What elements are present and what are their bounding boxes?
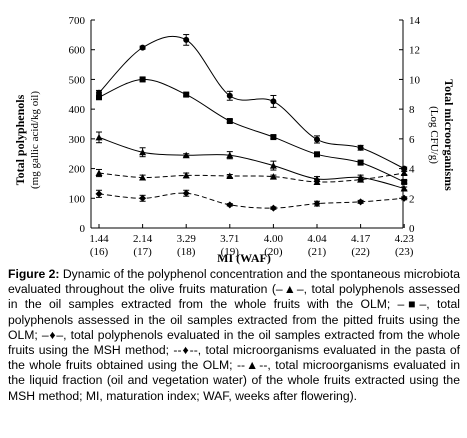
data-point-triangle — [400, 169, 408, 177]
right-tick-label: 10 — [409, 74, 421, 86]
data-point-triangle — [182, 151, 190, 159]
data-point-triangle — [269, 162, 277, 169]
data-point-triangle — [357, 176, 365, 183]
data-point-diamond — [139, 194, 147, 202]
data-point-diamond — [182, 189, 190, 197]
left-tick-label: 300 — [69, 134, 86, 146]
data-point-diamond — [400, 194, 408, 202]
right-tick-label: 8 — [409, 104, 415, 116]
data-point-triangle — [139, 173, 147, 181]
x-tick-label: 3.29 — [177, 233, 197, 245]
left-tick-label: 500 — [69, 74, 86, 86]
series-1 — [96, 34, 408, 172]
x-tick-label: 4.23 — [395, 233, 415, 245]
right-tick-label: 14 — [409, 15, 421, 27]
series-layer — [95, 34, 408, 212]
series-5 — [95, 189, 408, 212]
caption-label: Figure 2: — [8, 267, 60, 281]
left-tick-label: 700 — [69, 15, 86, 27]
x-tick-label: 1.44 — [89, 233, 109, 245]
data-point-square — [357, 159, 364, 166]
data-point-triangle — [400, 184, 408, 192]
data-point-triangle — [95, 133, 103, 141]
x-tick-label: 2.14 — [133, 233, 153, 245]
x-tick-label: 4.17 — [351, 233, 371, 245]
x-tick-sublabel: (16) — [90, 246, 109, 258]
left-tick-label: 400 — [69, 104, 86, 116]
series-line — [98, 192, 405, 209]
data-point-square — [226, 118, 233, 125]
data-point-square — [96, 94, 102, 101]
x-tick-label: 4.04 — [307, 233, 327, 245]
data-point-square — [183, 91, 190, 98]
data-point-triangle — [139, 148, 147, 156]
right-tick-label: 12 — [409, 45, 420, 57]
right-tick-label: 2 — [409, 193, 415, 205]
data-point-square — [401, 178, 408, 185]
data-point-circle — [401, 165, 408, 172]
x-tick-sublabel: (21) — [308, 246, 327, 258]
data-point-diamond — [357, 198, 365, 206]
left-tick-label: 100 — [69, 193, 86, 205]
x-tick-sublabel: (19) — [221, 246, 240, 258]
data-point-circle — [139, 44, 146, 51]
left-tick-label: 600 — [69, 45, 86, 57]
data-point-circle — [226, 92, 233, 99]
data-point-diamond — [269, 204, 277, 212]
series-line — [98, 35, 405, 170]
data-point-circle — [314, 136, 320, 143]
data-point-circle — [183, 36, 190, 43]
data-point-square — [139, 76, 146, 83]
data-point-triangle — [269, 173, 277, 180]
series-2 — [96, 76, 408, 185]
series-4 — [95, 168, 408, 185]
caption-text: Dynamic of the polyphenol concentration … — [8, 267, 460, 403]
left-y-axis: 0 100 200 300 400 500 600 700 — [69, 15, 95, 235]
right-y-axis: 0 2 4 6 8 10 12 14 — [399, 15, 421, 235]
data-point-triangle — [95, 169, 103, 177]
right-tick-label: 4 — [409, 164, 415, 176]
x-tick-label: 4.00 — [264, 233, 284, 245]
x-tick-label: 3.71 — [220, 233, 239, 245]
left-tick-label: 0 — [80, 223, 86, 235]
x-tick-sublabel: (23) — [395, 246, 414, 258]
right-tick-label: 6 — [409, 134, 415, 146]
series-line — [98, 136, 405, 189]
x-tick-sublabel: (17) — [133, 246, 152, 258]
x-tick-sublabel: (18) — [177, 246, 196, 258]
data-point-square — [270, 134, 277, 141]
left-tick-label: 200 — [69, 164, 86, 176]
series-line — [98, 78, 405, 183]
data-point-square — [314, 151, 320, 158]
data-point-circle — [270, 98, 277, 105]
data-point-triangle — [182, 171, 190, 179]
left-axis-title-line2: (mg gallic acid/kg oil) — [29, 91, 41, 189]
right-tick-label: 0 — [409, 223, 415, 235]
data-point-diamond — [226, 201, 234, 209]
series-line — [98, 172, 405, 183]
data-point-triangle — [313, 178, 321, 185]
data-point-diamond — [313, 200, 321, 208]
x-tick-sublabel: (22) — [351, 246, 370, 258]
x-axis-title: MI (WAF) — [217, 251, 271, 265]
x-axis: 1.44(16) 2.14(17) 3.29(18) 3.71(19) 4.00(20)… — [89, 224, 414, 258]
left-axis-title-line1: Total polyphenols — [13, 94, 27, 185]
right-axis-title-line2: (Log CFU/g) — [428, 106, 440, 164]
data-point-triangle — [226, 151, 234, 159]
data-point-triangle — [226, 172, 234, 179]
figure-caption: Figure 2: Dynamic of the polyphenol conc… — [8, 267, 460, 404]
right-axis-title-line1: Total microorganisms — [442, 79, 456, 191]
x-tick-sublabel: (20) — [264, 246, 283, 258]
data-point-circle — [357, 144, 364, 151]
data-point-diamond — [95, 190, 103, 198]
